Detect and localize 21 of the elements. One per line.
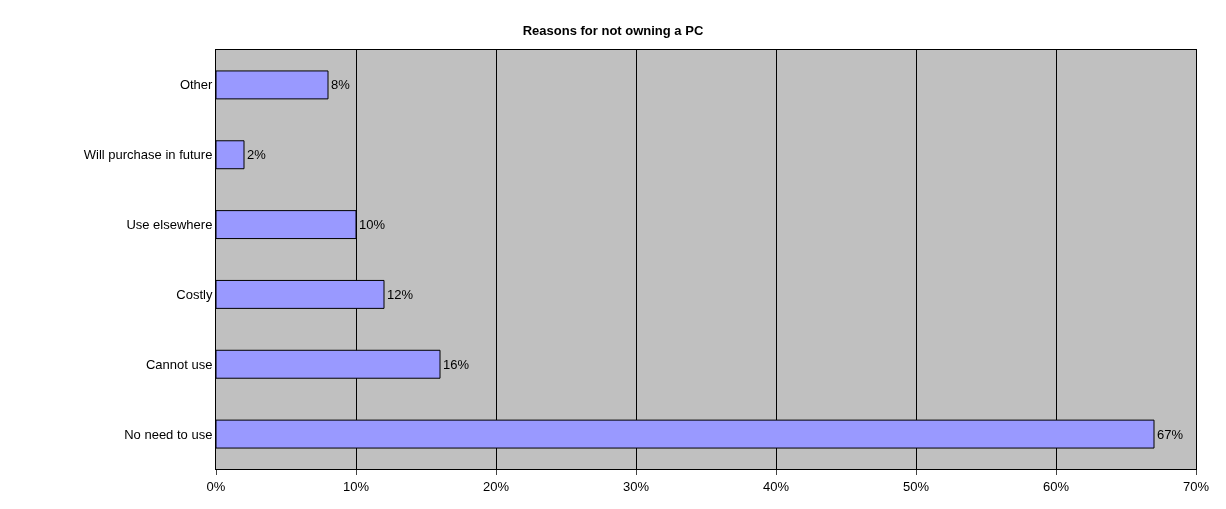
chart-title: Reasons for not owning a PC	[522, 22, 704, 38]
data-label: 10%	[359, 217, 386, 233]
x-tick-label: 20%	[482, 478, 510, 494]
y-tick-label: Will purchase in future	[83, 147, 213, 163]
y-tick-label: Use elsewhere	[126, 217, 213, 233]
data-label: 12%	[387, 286, 414, 302]
x-tick-label: 0%	[206, 478, 226, 494]
data-label: 67%	[1157, 426, 1184, 442]
data-label: 16%	[443, 356, 470, 372]
x-tick-label: 50%	[902, 478, 930, 494]
x-tick-label: 60%	[1042, 478, 1070, 494]
y-tick-label: Cannot use	[145, 356, 213, 372]
y-tick-label: No need to use	[124, 426, 213, 442]
data-label: 2%	[247, 147, 267, 163]
y-tick-label: Other	[179, 77, 214, 93]
y-tick-label: Costly	[176, 286, 213, 302]
x-tick-label: 10%	[342, 478, 370, 494]
x-tick-label: 40%	[762, 478, 790, 494]
x-tick-label: 70%	[1182, 478, 1210, 494]
data-label: 8%	[331, 77, 351, 93]
x-tick-label: 30%	[622, 478, 650, 494]
